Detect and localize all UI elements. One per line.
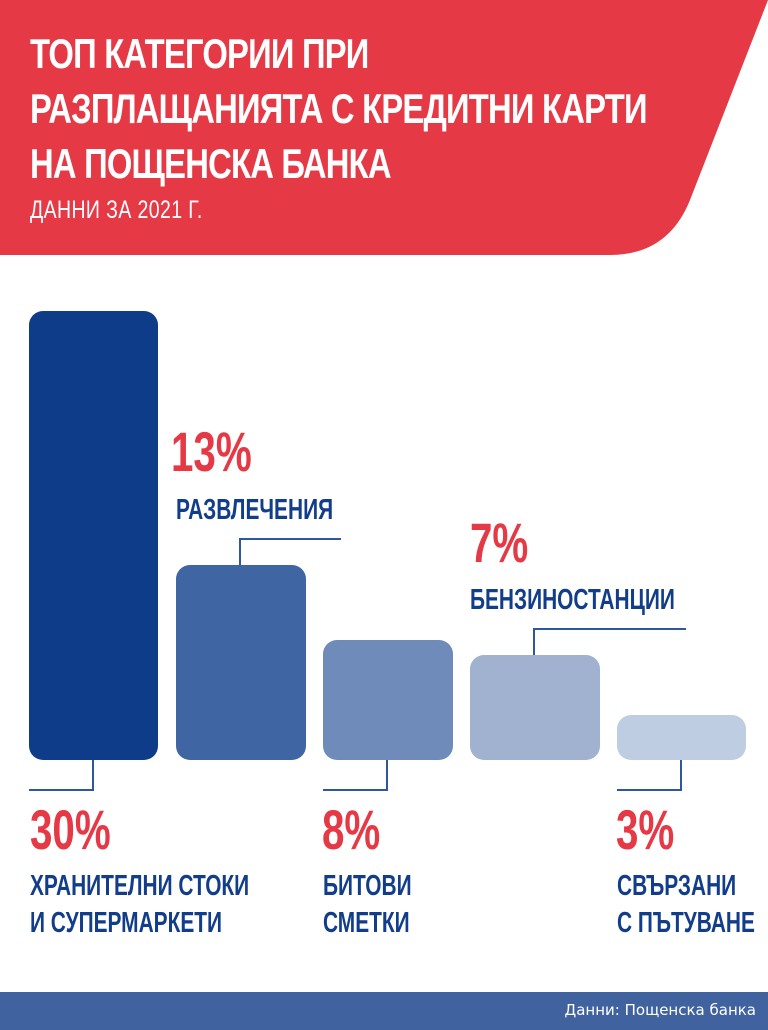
header-banner: ТОП КАТЕГОРИИ ПРИ РАЗПЛАЩАНИЯТА С КРЕДИТ… [0,0,768,258]
percent-entertainment: 13% [171,420,252,483]
percent-utilities: 8% [322,798,381,861]
footer-bar: Данни: Пощенска банка [0,992,768,1030]
title-line-3: НА ПОЩЕНСКА БАНКА [30,140,392,187]
title-line-2: РАЗПЛАЩАНИЯТА С КРЕДИТНИ КАРТИ [30,85,648,132]
leader-line [680,760,682,790]
label-travel-line-2: С ПЪТУВАНЕ [617,907,755,939]
subtitle: ДАННИ ЗА 2021 Г. [30,196,203,224]
leader-line [29,789,94,791]
percent-gas-stations: 7% [470,511,529,574]
title-line-1: ТОП КАТЕГОРИИ ПРИ [30,30,369,77]
bar-groceries [29,311,158,760]
leader-line [323,789,388,791]
label-groceries-line-1: ХРАНИТЕЛНИ СТОКИ [30,870,250,902]
source-credit: Данни: Пощенска банка [564,1001,756,1019]
leader-line [239,538,341,540]
leader-line [386,760,388,790]
label-entertainment: РАЗВЛЕЧЕНИЯ [176,494,334,526]
label-utilities-line-2: СМЕТКИ [323,907,410,939]
bar-utilities [323,640,453,760]
label-travel-line-1: СВЪРЗАНИ [617,870,737,902]
bar-entertainment [176,565,306,760]
leader-line [92,760,94,790]
leader-line [239,538,241,565]
bar-travel [617,715,746,760]
page-title: ТОП КАТЕГОРИИ ПРИ РАЗПЛАЩАНИЯТА С КРЕДИТ… [30,26,648,191]
label-utilities-line-1: БИТОВИ [323,870,412,902]
label-groceries-line-2: И СУПЕРМАРКЕТИ [30,907,223,939]
bar-gas-stations [470,655,600,760]
leader-line [617,789,682,791]
leader-line [533,628,686,630]
percent-groceries: 30% [30,798,111,861]
label-gas-stations: БЕНЗИНОСТАНЦИИ [470,584,675,616]
header-background-shape [0,0,768,255]
leader-line [533,628,535,655]
percent-travel: 3% [616,798,675,861]
